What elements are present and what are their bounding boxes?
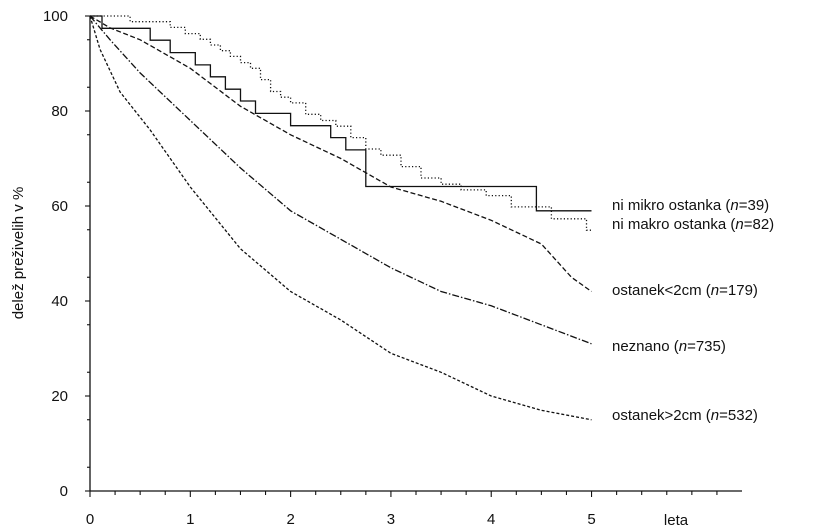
y-tick-label: 40 [51,293,68,310]
y-tick-label: 80 [51,103,68,120]
x-tick-label: 0 [86,511,94,528]
y-tick-label: 0 [60,483,68,500]
series-label-text: ni mikro ostanka ( [612,197,730,214]
x-tick-label: 1 [186,511,194,528]
series-label-count: =82) [744,216,774,233]
y-ticks: 0 20 40 60 80 100 [43,8,90,500]
series-label-4: neznano (n=735) [612,338,726,355]
series-label-n: n [679,338,687,355]
series-label-count: =39) [739,197,769,214]
series-label-3: ostanek<2cm (n=179) [612,282,758,299]
series-label-n: n [735,216,743,233]
curves [89,15,592,421]
series-label-n: n [711,407,719,424]
y-axis-title: delež preživelih v % [10,187,27,320]
series-label-text: ostanek<2cm ( [612,282,711,299]
series-labels: ni mikro ostanka (n=39)ni makro ostanka … [612,197,774,424]
series-label-count: =179) [719,282,758,299]
series-label-count: =735) [687,338,726,355]
series-line-3 [89,15,592,293]
x-tick-label: 3 [387,511,395,528]
series-label-2: ni makro ostanka (n=82) [612,216,774,233]
y-tick-label: 60 [51,198,68,215]
y-tick-label: 100 [43,8,68,25]
x-ticks: 0 1 2 3 4 5 [86,491,718,528]
series-label-1: ni mikro ostanka (n=39) [612,197,769,214]
series-line-4 [89,15,592,345]
series-line-2 [90,15,592,231]
y-tick-label: 20 [51,388,68,405]
series-label-text: ostanek>2cm ( [612,407,711,424]
x-tick-label: 4 [487,511,495,528]
x-tick-label: 5 [587,511,595,528]
series-label-n: n [730,197,738,214]
x-tick-label: 2 [286,511,294,528]
series-label-text: neznano ( [612,338,679,355]
series-line-1 [90,15,592,212]
series-label-text: ni makro ostanka ( [612,216,735,233]
series-line-5 [89,15,592,421]
series-label-n: n [711,282,719,299]
x-axis-title: leta [664,512,689,529]
series-label-count: =532) [719,407,758,424]
series-label-5: ostanek>2cm (n=532) [612,407,758,424]
